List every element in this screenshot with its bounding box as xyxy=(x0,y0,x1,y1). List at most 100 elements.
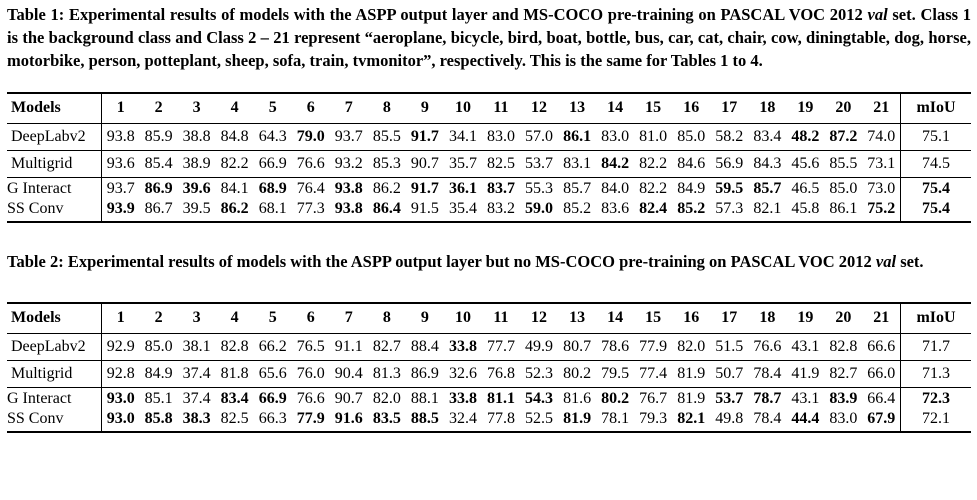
model-name-cell: G Interact xyxy=(7,177,102,199)
class-value-cell: 76.8 xyxy=(481,360,521,388)
table-row: Multigrid 93.6 85.4 38.9 82.2 66.9 76.6 93.2 85.… xyxy=(7,150,971,178)
class-value-cell: 76.7 xyxy=(639,390,668,407)
class-header-cell: 5 xyxy=(253,303,292,334)
class-value-cell: 80.7 xyxy=(558,333,597,361)
class-value-cell: 85.7 xyxy=(753,180,782,197)
class-header-cell: 12 xyxy=(520,93,559,124)
class-value-cell: 54.3 xyxy=(525,390,554,407)
class-value-cell: 84.2 xyxy=(596,150,635,178)
class-value-cell: 39.5 xyxy=(182,200,211,217)
miou-value-cell: 72.1 xyxy=(900,409,971,432)
model-name-cell: Multigrid xyxy=(7,150,102,178)
class-value-cell: 52.3 xyxy=(520,360,559,388)
class-header-cell: 3 xyxy=(177,93,216,124)
class-value-cell: 82.8 xyxy=(215,333,254,361)
class-value-cell: 91.7 xyxy=(405,123,444,151)
class-value-cell: 79.0 xyxy=(291,123,330,151)
class-value-cell: 55.3 xyxy=(525,180,554,197)
class-value-cell: 83.5 xyxy=(372,410,401,427)
miou-value-cell: 75.4 xyxy=(900,199,971,222)
miou-value-cell: 74.5 xyxy=(900,150,971,178)
class-value-cell: 44.4 xyxy=(791,410,820,427)
class-value-cell: 93.7 xyxy=(329,123,368,151)
header-row: Models 1 2 3 4 5 6 7 8 9 10 11 12 13 14 15 16 17 18 19 20 21 m… xyxy=(7,303,971,334)
table-row: G Interact 93.0 85.1 37.4 83.4 66.9 76.6 90.7 82… xyxy=(7,387,971,409)
model-name-cell: G Interact xyxy=(7,387,102,409)
class-value-cell: 91.1 xyxy=(329,333,368,361)
table-row: G Interact 93.7 86.9 39.6 84.1 68.9 76.4 93.8 86… xyxy=(7,177,971,199)
class-value-cell: 82.5 xyxy=(481,150,521,178)
class-header-cell: 5 xyxy=(253,93,292,124)
class-value-cell: 83.0 xyxy=(829,410,858,427)
class-value-cell: 68.1 xyxy=(258,200,287,217)
class-value-cell: 93.7 xyxy=(106,180,135,197)
class-value-cell: 91.7 xyxy=(410,180,439,197)
class-value-cell: 82.5 xyxy=(220,410,249,427)
class-value-cell: 57.3 xyxy=(715,200,744,217)
class-value-cell: 82.2 xyxy=(215,150,254,178)
class-value-cell: 58.2 xyxy=(710,123,749,151)
class-value-cell: 51.5 xyxy=(710,333,749,361)
class-value-cell: 74.0 xyxy=(862,123,901,151)
class-value-cell: 49.9 xyxy=(520,333,559,361)
class-value-cell: 52.5 xyxy=(525,410,554,427)
class-value-cell: 66.9 xyxy=(253,150,292,178)
class-value-cell: 75.2 xyxy=(867,200,896,217)
class-header-cell: 19 xyxy=(786,93,825,124)
table2-caption-prefix: Table 2: Experimental results of models … xyxy=(7,252,876,271)
class-value-cell: 80.2 xyxy=(558,360,597,388)
miou-value-cell: 71.3 xyxy=(900,360,971,388)
class-value-cell: 81.9 xyxy=(677,390,706,407)
class-value-cell: 66.0 xyxy=(862,360,901,388)
class-value-cell: 87.2 xyxy=(824,123,863,151)
class-value-cell: 93.6 xyxy=(101,150,140,178)
class-value-cell: 83.1 xyxy=(558,150,597,178)
class-header-cell: 6 xyxy=(291,303,330,334)
class-value-cell: 37.4 xyxy=(182,390,211,407)
class-value-cell: 83.0 xyxy=(481,123,521,151)
class-header-cell: 17 xyxy=(710,303,749,334)
class-header-cell: 13 xyxy=(558,93,597,124)
class-value-cell: 85.2 xyxy=(677,200,706,217)
miou-header-cell: mIoU xyxy=(900,303,971,334)
class-value-cell: 93.9 xyxy=(106,200,135,217)
class-value-cell: 88.5 xyxy=(410,410,439,427)
class-value-cell: 77.9 xyxy=(634,333,673,361)
class-value-cell: 33.8 xyxy=(443,333,482,361)
class-header-cell: 21 xyxy=(862,93,901,124)
class-value-cell: 78.7 xyxy=(753,390,782,407)
table1-caption-suffix: set. Class 1 is the background class and… xyxy=(7,5,971,70)
class-value-cell: 79.3 xyxy=(639,410,668,427)
class-value-cell: 88.1 xyxy=(410,390,439,407)
class-value-cell: 35.7 xyxy=(443,150,482,178)
class-value-cell: 83.4 xyxy=(220,390,249,407)
class-value-cell: 38.3 xyxy=(182,410,211,427)
class-header-cell: 14 xyxy=(596,93,635,124)
class-header-cell: 18 xyxy=(748,93,787,124)
class-value-cell: 36.1 xyxy=(448,180,477,197)
class-value-cell: 41.9 xyxy=(786,360,825,388)
class-header-cell: 18 xyxy=(748,303,787,334)
class-value-cell: 85.1 xyxy=(144,390,173,407)
class-value-cell: 85.8 xyxy=(144,410,173,427)
model-name-cell: DeepLabv2 xyxy=(7,333,102,361)
class-value-cell: 86.7 xyxy=(144,200,173,217)
class-value-cell: 81.9 xyxy=(563,410,592,427)
class-value-cell: 76.6 xyxy=(296,390,325,407)
class-header-cell: 6 xyxy=(291,93,330,124)
class-header-cell: 16 xyxy=(672,93,711,124)
class-value-cell: 85.2 xyxy=(563,200,592,217)
table1-caption: Table 1: Experimental results of models … xyxy=(7,3,971,72)
class-value-cell: 73.1 xyxy=(862,150,901,178)
class-header-cell: 19 xyxy=(786,303,825,334)
class-value-cell: 76.6 xyxy=(291,150,330,178)
model-name-cell: SS Conv xyxy=(7,409,102,432)
class-header-cell: 13 xyxy=(558,303,597,334)
table2-caption: Table 2: Experimental results of models … xyxy=(7,250,971,273)
class-header-cell: 1 xyxy=(101,93,140,124)
class-value-cell: 85.0 xyxy=(672,123,711,151)
table2-caption-val-word: val xyxy=(875,252,897,271)
class-value-cell: 81.1 xyxy=(486,390,515,407)
class-value-cell: 85.3 xyxy=(367,150,406,178)
miou-value-cell: 75.4 xyxy=(900,177,971,199)
